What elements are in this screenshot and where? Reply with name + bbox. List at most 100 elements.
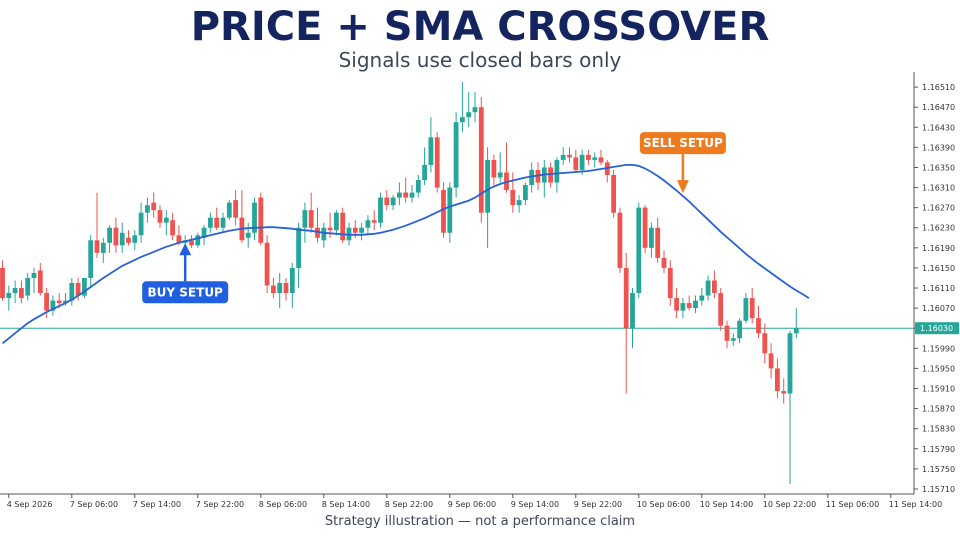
y-tick-label: 1.16350 [922,163,955,172]
x-tick-label: 8 Sep 22:00 [385,500,433,509]
candle-body [434,137,440,188]
sma-line [1,163,810,345]
candle-body [63,300,68,304]
candle-body [100,242,106,253]
candle-body [415,180,421,193]
candle-body [649,227,654,248]
candle-body [737,320,742,339]
candle-body [365,220,371,228]
candle-body [50,300,56,311]
candle-body [548,167,553,183]
candle-body [264,242,270,286]
candle-body [523,185,528,201]
candle-body [176,235,182,243]
candle-body [371,220,377,223]
candle-body [69,283,75,301]
candle-body [220,217,226,228]
candle-body [661,257,667,268]
candle-body [340,212,346,241]
candle-body [611,174,616,213]
candle-body [145,205,150,213]
candle-body [699,295,705,301]
candle-body [453,122,459,188]
candle-body [428,137,434,165]
candle-body [510,190,516,206]
y-tick-label: 1.16470 [922,103,955,112]
chart-footer: Strategy illustration — not a performanc… [324,514,636,529]
y-tick-label: 1.16230 [922,224,955,233]
candle-body [787,333,793,394]
candle-body [781,391,787,394]
candle-body [617,212,623,268]
x-tick-label: 10 Sep 06:00 [637,500,690,509]
y-tick-label: 1.15790 [922,445,955,454]
candle-body [642,207,648,248]
candle-body [56,300,62,304]
buy-setup-badge [142,281,229,304]
candle-body [359,227,364,233]
candle-body [25,277,31,296]
candle-body [315,227,320,238]
candle-body [334,212,339,231]
candle-body [37,270,43,294]
candle-body [208,217,213,228]
sell-setup-badge [639,132,726,155]
candle-body [586,154,591,160]
candle-body [743,298,749,321]
candle-body [233,200,238,218]
candle-body [409,192,415,198]
candle-body [19,288,24,299]
candle-body [472,107,478,113]
candle-body [447,187,453,233]
candle-body [630,293,635,329]
candle-body [762,333,768,354]
candle-body [485,159,490,213]
chart-subtitle: Signals use closed bars only [338,48,622,72]
candle-body [793,328,799,334]
candle-body [258,197,264,243]
y-tick-label: 1.16070 [922,304,955,313]
candle-body [170,220,175,236]
sell-setup-label: SELL SETUP [643,136,723,150]
last-price-label: 1.16030 [920,324,953,333]
candle-body [768,353,774,369]
candle-body [718,293,724,326]
candle-body [75,283,81,296]
candle-body [441,190,446,233]
y-tick-label: 1.15870 [922,405,955,414]
candle-body [277,283,283,294]
candle-body [693,300,698,309]
candle-body [730,338,736,341]
candle-body [775,368,780,392]
y-tick-label: 1.16510 [922,83,955,92]
candle-body [157,210,163,223]
y-tick-label: 1.16390 [922,143,955,152]
candle-body [94,240,100,253]
candle-body [460,117,465,123]
last-price-tag [915,322,959,335]
candle-body [384,197,390,206]
candle-body [289,267,295,294]
candle-body [636,207,642,294]
candle-body [327,227,333,231]
buy-setup-label: BUY SETUP [148,285,224,299]
candle-body [592,157,598,160]
sell-arrow-head [676,180,689,194]
candle-body [516,200,522,206]
candle-body [252,202,257,233]
x-tick-label: 9 Sep 06:00 [448,500,496,509]
candle-body [31,272,37,278]
candle-body [214,217,220,228]
candle-body [390,197,396,206]
candle-body [573,157,579,170]
candle-body [44,293,49,311]
y-tick-label: 1.15710 [922,485,955,494]
candle-body [189,240,194,246]
y-tick-label: 1.15990 [922,344,955,353]
x-tick-label: 11 Sep 06:00 [826,500,879,509]
x-tick-label: 10 Sep 22:00 [763,500,816,509]
candle-body [271,285,276,294]
buy-arrow-head [179,243,192,256]
y-tick-label: 1.16190 [922,244,955,253]
